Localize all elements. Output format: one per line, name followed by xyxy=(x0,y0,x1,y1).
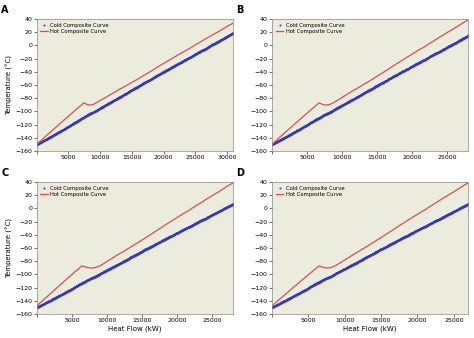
Cold Composite Curve xyxy=(375,249,381,253)
Cold Composite Curve xyxy=(461,204,466,208)
X-axis label: Heat Flow (kW): Heat Flow (kW) xyxy=(108,326,162,333)
Hot Composite Curve xyxy=(127,81,133,86)
Cold Composite Curve xyxy=(375,83,381,87)
Y-axis label: Temperature (°C): Temperature (°C) xyxy=(6,55,13,115)
Cold Composite Curve xyxy=(465,33,471,38)
Cold Composite Curve xyxy=(364,90,369,94)
Cold Composite Curve xyxy=(386,243,392,247)
Hot Composite Curve xyxy=(230,21,236,25)
Hot Composite Curve xyxy=(151,68,156,72)
Hot Composite Curve xyxy=(195,41,201,45)
Hot Composite Curve xyxy=(195,202,201,207)
Line: Cold Composite Curve: Cold Composite Curve xyxy=(36,32,234,145)
Hot Composite Curve xyxy=(461,184,466,188)
Cold Composite Curve xyxy=(34,305,39,309)
Hot Composite Curve xyxy=(128,81,134,85)
Cold Composite Curve xyxy=(230,202,236,206)
X-axis label: Heat Flow (kW): Heat Flow (kW) xyxy=(343,326,397,333)
Hot Composite Curve xyxy=(364,81,369,85)
Cold Composite Curve xyxy=(269,305,275,309)
Hot Composite Curve xyxy=(363,245,368,249)
Cold Composite Curve xyxy=(127,89,133,93)
Cold Composite Curve xyxy=(430,53,436,57)
Cold Composite Curve xyxy=(465,202,471,206)
Legend: Cold Composite Curve, Hot Composite Curve: Cold Composite Curve, Hot Composite Curv… xyxy=(39,22,110,35)
Cold Composite Curve xyxy=(195,220,201,224)
Line: Cold Composite Curve: Cold Composite Curve xyxy=(271,35,469,145)
Legend: Cold Composite Curve, Hot Composite Curve: Cold Composite Curve, Hot Composite Curv… xyxy=(274,185,345,198)
Hot Composite Curve xyxy=(128,245,134,249)
Text: B: B xyxy=(237,5,244,15)
Hot Composite Curve xyxy=(127,245,133,249)
Hot Composite Curve xyxy=(363,81,368,86)
Text: C: C xyxy=(1,168,9,178)
Hot Composite Curve xyxy=(34,142,39,146)
Cold Composite Curve xyxy=(151,243,156,247)
Hot Composite Curve xyxy=(386,67,392,71)
Line: Hot Composite Curve: Hot Composite Curve xyxy=(36,183,233,306)
Cold Composite Curve xyxy=(364,255,369,259)
Cold Composite Curve xyxy=(269,142,275,146)
Line: Hot Composite Curve: Hot Composite Curve xyxy=(36,23,233,144)
Cold Composite Curve xyxy=(363,90,368,94)
Hot Composite Curve xyxy=(386,231,392,235)
Cold Composite Curve xyxy=(127,256,133,260)
Line: Cold Composite Curve: Cold Composite Curve xyxy=(36,203,234,308)
Line: Hot Composite Curve: Hot Composite Curve xyxy=(272,20,468,144)
Cold Composite Curve xyxy=(140,249,146,253)
Hot Composite Curve xyxy=(461,20,466,24)
Hot Composite Curve xyxy=(226,184,231,188)
Cold Composite Curve xyxy=(128,255,134,259)
Hot Composite Curve xyxy=(375,237,381,241)
Cold Composite Curve xyxy=(461,36,466,40)
Cold Composite Curve xyxy=(386,77,392,81)
Hot Composite Curve xyxy=(375,74,381,78)
Cold Composite Curve xyxy=(140,81,146,86)
Cold Composite Curve xyxy=(226,33,231,38)
Hot Composite Curve xyxy=(465,181,471,185)
Text: D: D xyxy=(237,168,245,178)
Cold Composite Curve xyxy=(151,75,156,79)
Cold Composite Curve xyxy=(195,51,201,55)
Hot Composite Curve xyxy=(364,245,369,249)
Line: Cold Composite Curve: Cold Composite Curve xyxy=(271,203,469,308)
Hot Composite Curve xyxy=(430,202,436,207)
Cold Composite Curve xyxy=(430,220,436,224)
Hot Composite Curve xyxy=(140,74,146,78)
Line: Hot Composite Curve: Hot Composite Curve xyxy=(272,183,468,306)
Legend: Cold Composite Curve, Hot Composite Curve: Cold Composite Curve, Hot Composite Curv… xyxy=(274,22,345,35)
Cold Composite Curve xyxy=(230,31,236,35)
Hot Composite Curve xyxy=(230,181,236,185)
Hot Composite Curve xyxy=(226,24,231,28)
Hot Composite Curve xyxy=(269,142,275,146)
Hot Composite Curve xyxy=(430,39,436,43)
Y-axis label: Temperature (°C): Temperature (°C) xyxy=(6,218,13,278)
Hot Composite Curve xyxy=(151,231,156,235)
Hot Composite Curve xyxy=(140,237,146,241)
Cold Composite Curve xyxy=(226,204,231,208)
Hot Composite Curve xyxy=(465,18,471,22)
Text: A: A xyxy=(1,5,9,15)
Hot Composite Curve xyxy=(34,304,39,308)
Cold Composite Curve xyxy=(128,88,134,92)
Hot Composite Curve xyxy=(269,304,275,308)
Cold Composite Curve xyxy=(34,142,39,146)
Legend: Cold Composite Curve, Hot Composite Curve: Cold Composite Curve, Hot Composite Curv… xyxy=(39,185,110,198)
Cold Composite Curve xyxy=(363,256,368,260)
